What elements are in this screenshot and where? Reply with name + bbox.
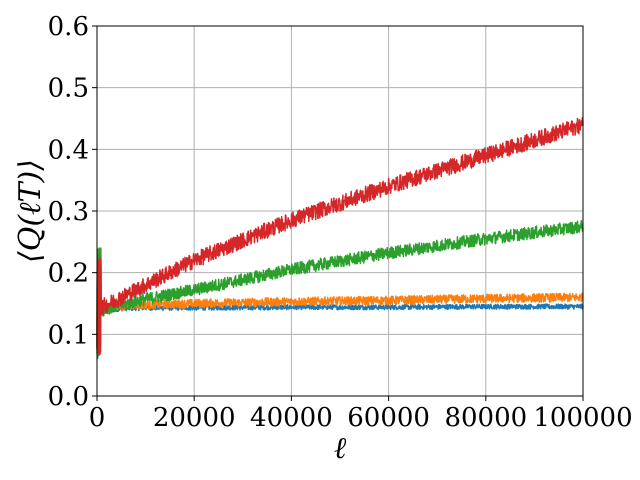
- series-layer: [96, 116, 584, 360]
- y-tick-label: 0.6: [48, 12, 89, 42]
- x-tick-label: 0: [89, 403, 106, 433]
- series-line-2: [96, 220, 584, 360]
- y-tick-label: 0.2: [48, 259, 89, 289]
- y-tick-label: 0.0: [48, 382, 89, 412]
- series-line-1: [96, 247, 584, 355]
- tick-layer: 0 20000 40000 60000 80000 100000 0.0 0.1 0.2 0.3 0…: [48, 12, 633, 433]
- y-tick-label: 0.5: [48, 74, 89, 104]
- x-tick-label: 80000: [444, 403, 527, 433]
- y-tick-label: 0.1: [48, 320, 89, 350]
- series-line-0: [96, 263, 584, 357]
- y-tick-label: 0.4: [48, 135, 89, 165]
- x-tick-label: 20000: [153, 403, 236, 433]
- x-axis-title: ℓ: [334, 431, 347, 466]
- x-tick-label: 100000: [533, 403, 632, 433]
- x-tick-label: 40000: [250, 403, 333, 433]
- x-tick-label: 60000: [347, 403, 430, 433]
- y-axis-title: ⟨Q(ℓT)⟩: [13, 159, 48, 263]
- y-tick-label: 0.3: [48, 197, 89, 227]
- series-line-3: [96, 116, 584, 356]
